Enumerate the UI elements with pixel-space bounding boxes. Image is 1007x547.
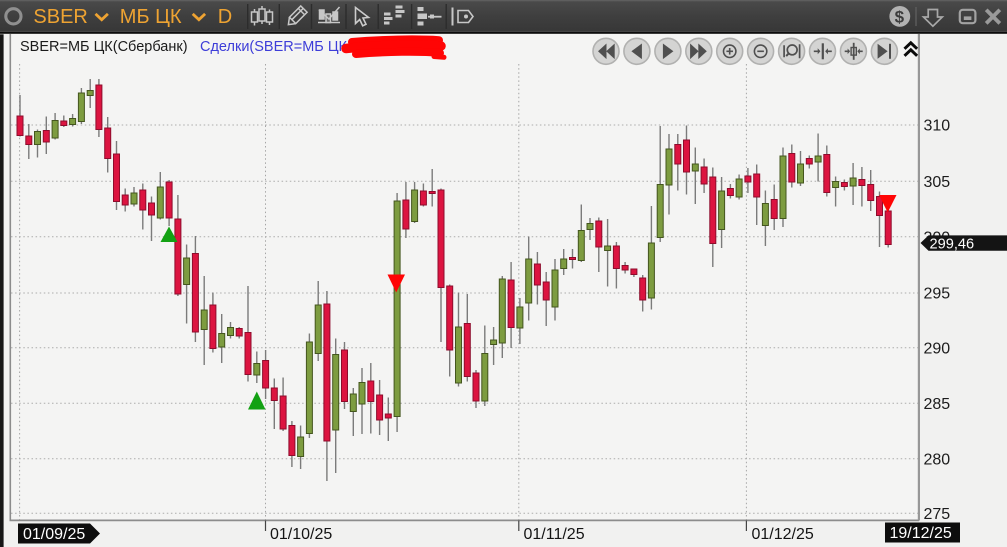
svg-text:19/12/25: 19/12/25 (890, 525, 952, 542)
svg-text:Сделки(SBER=МБ ЦК,: Сделки(SBER=МБ ЦК, (200, 39, 351, 55)
svg-text:01/09/25: 01/09/25 (23, 526, 85, 543)
svg-text:305: 305 (924, 174, 951, 191)
svg-text:D: D (218, 6, 232, 28)
svg-text:SBER: SBER (33, 6, 87, 28)
svg-text:285: 285 (924, 396, 951, 413)
svg-text:SBER=МБ ЦК(Сбербанк): SBER=МБ ЦК(Сбербанк) (20, 39, 188, 55)
svg-text:280: 280 (924, 451, 951, 468)
svg-text:01/10/25: 01/10/25 (270, 526, 332, 543)
svg-text:299,46: 299,46 (930, 236, 975, 252)
svg-text:МБ ЦК: МБ ЦК (120, 6, 182, 28)
svg-text:01/12/25: 01/12/25 (752, 526, 814, 543)
svg-text:275: 275 (924, 506, 951, 523)
svg-text:290: 290 (924, 340, 951, 357)
svg-text:310: 310 (924, 118, 951, 135)
svg-text:01/11/25: 01/11/25 (524, 526, 585, 543)
svg-text:$: $ (895, 8, 905, 27)
svg-text:295: 295 (924, 286, 951, 303)
